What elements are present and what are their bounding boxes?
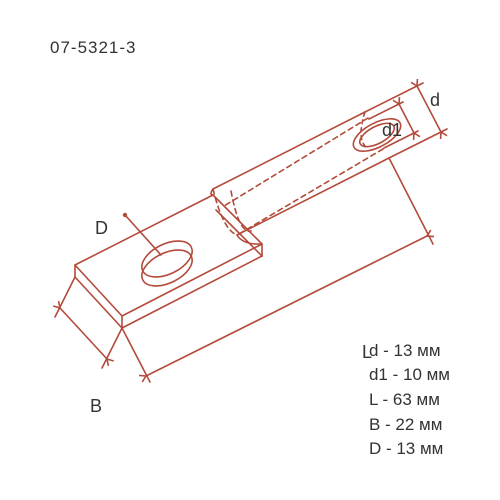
dim-label-d1: d1	[382, 120, 402, 141]
spec-row-B: B - 22 мм	[369, 413, 450, 438]
spec-row-d1: d1 - 10 мм	[369, 363, 450, 388]
dim-label-D: D	[95, 218, 108, 239]
spec-row-L: L - 63 мм	[369, 388, 450, 413]
spec-row-d: d - 13 мм	[369, 339, 450, 364]
part-number: 07-5321-3	[50, 38, 137, 58]
spec-row-D: D - 13 мм	[369, 437, 450, 462]
dim-label-d: d	[430, 90, 440, 111]
spec-table: d - 13 ммd1 - 10 ммL - 63 ммB - 22 ммD -…	[369, 339, 450, 462]
dim-label-B: B	[90, 396, 102, 417]
dim-label-L: L	[362, 342, 372, 363]
